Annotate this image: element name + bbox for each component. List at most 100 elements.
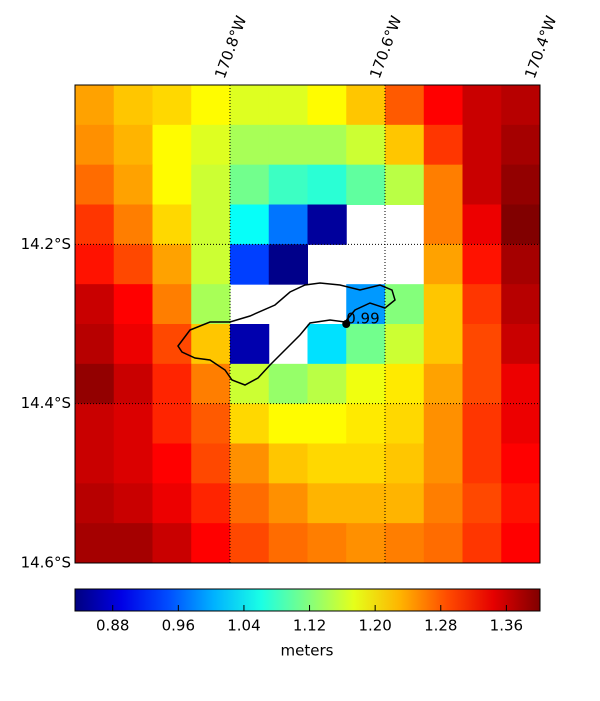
heat-cell	[346, 124, 386, 166]
heat-cell	[346, 483, 386, 524]
heat-cell	[191, 483, 231, 524]
heat-cell	[152, 483, 192, 524]
marker-point	[342, 320, 351, 328]
heat-cell	[268, 483, 308, 524]
heat-cell	[113, 164, 153, 205]
heat-cell	[113, 363, 153, 405]
heat-cell	[152, 164, 192, 205]
heat-cell	[346, 443, 386, 484]
heat-cell	[307, 403, 347, 444]
heat-cell	[346, 324, 386, 365]
heat-cell	[75, 124, 115, 166]
heat-cell	[113, 324, 153, 365]
heat-cell	[423, 124, 463, 166]
heat-cell	[75, 443, 115, 484]
heat-cell	[268, 403, 308, 444]
heat-cell	[75, 324, 115, 365]
colorbar-tick-label: 1.12	[293, 617, 326, 635]
heat-cell	[230, 443, 270, 484]
heat-cell	[462, 244, 502, 285]
heat-cell	[268, 204, 308, 245]
heat-cell	[462, 443, 502, 484]
heat-cell	[268, 363, 308, 405]
heat-cell	[501, 85, 541, 126]
heat-cell	[501, 363, 541, 405]
heat-cell	[307, 443, 347, 484]
heat-cell	[423, 85, 463, 126]
heat-cell	[346, 85, 386, 126]
heat-cell	[423, 204, 463, 245]
heat-cell	[152, 244, 192, 285]
heat-cell	[501, 124, 541, 166]
heat-cell	[75, 483, 115, 524]
x-tick-label: 170.4°W	[521, 13, 560, 81]
heat-cell	[346, 523, 386, 564]
heat-cell	[230, 85, 270, 126]
heat-cell	[462, 124, 502, 166]
heat-cell	[191, 284, 231, 325]
heat-cell	[385, 164, 425, 205]
heat-cell	[230, 403, 270, 444]
colorbar-tick-label: 1.04	[227, 617, 260, 635]
heat-cell	[113, 403, 153, 444]
heat-cell	[307, 483, 347, 524]
colorbar-label: meters	[281, 642, 334, 660]
heat-cell	[501, 244, 541, 285]
heat-cell	[501, 164, 541, 205]
heat-cell	[423, 403, 463, 444]
colorbar-tick-label: 1.28	[424, 617, 457, 635]
heat-cell	[191, 403, 231, 444]
heat-cell	[230, 244, 270, 285]
heat-cell	[191, 244, 231, 285]
heat-cell	[191, 523, 231, 564]
heat-cell	[113, 244, 153, 285]
heat-cell	[152, 523, 192, 564]
coastline	[177, 282, 396, 386]
heat-cell	[423, 284, 463, 325]
heat-cell	[152, 85, 192, 126]
heat-cell	[268, 85, 308, 126]
heat-cell	[307, 363, 347, 405]
heat-cell	[268, 124, 308, 166]
heat-cell	[230, 124, 270, 166]
heat-cell	[152, 204, 192, 245]
heat-cell	[191, 85, 231, 126]
heat-cell	[113, 443, 153, 484]
colorbar-tick-label: 0.96	[162, 617, 195, 635]
heat-cell	[423, 324, 463, 365]
heat-cell	[462, 324, 502, 365]
heat-cell	[307, 204, 347, 245]
heat-cell	[462, 284, 502, 325]
heat-cell	[191, 363, 231, 405]
heat-cell	[191, 204, 231, 245]
colorbar	[74, 588, 541, 612]
heat-cell	[191, 324, 231, 365]
heat-cell	[230, 164, 270, 205]
heat-cell	[113, 483, 153, 524]
heat-cell	[113, 523, 153, 564]
heat-cell	[113, 124, 153, 166]
heat-cell	[462, 483, 502, 524]
heat-cell	[385, 363, 425, 405]
plot-frame	[74, 84, 541, 564]
heat-cell	[346, 403, 386, 444]
heat-cell	[307, 523, 347, 564]
heat-cell	[268, 443, 308, 484]
heat-cell	[501, 284, 541, 325]
heat-cell	[462, 85, 502, 126]
heat-cell	[462, 164, 502, 205]
heat-cell	[75, 204, 115, 245]
heat-cell	[385, 85, 425, 126]
heat-cell	[230, 483, 270, 524]
heat-cell	[75, 164, 115, 205]
heat-cell	[268, 164, 308, 205]
heat-cell	[75, 284, 115, 325]
heat-cell	[230, 204, 270, 245]
heat-cell	[462, 523, 502, 564]
heat-cell	[501, 204, 541, 245]
heat-cell	[501, 523, 541, 564]
heat-cell	[385, 124, 425, 166]
heat-cell	[501, 324, 541, 365]
heat-cell	[423, 523, 463, 564]
